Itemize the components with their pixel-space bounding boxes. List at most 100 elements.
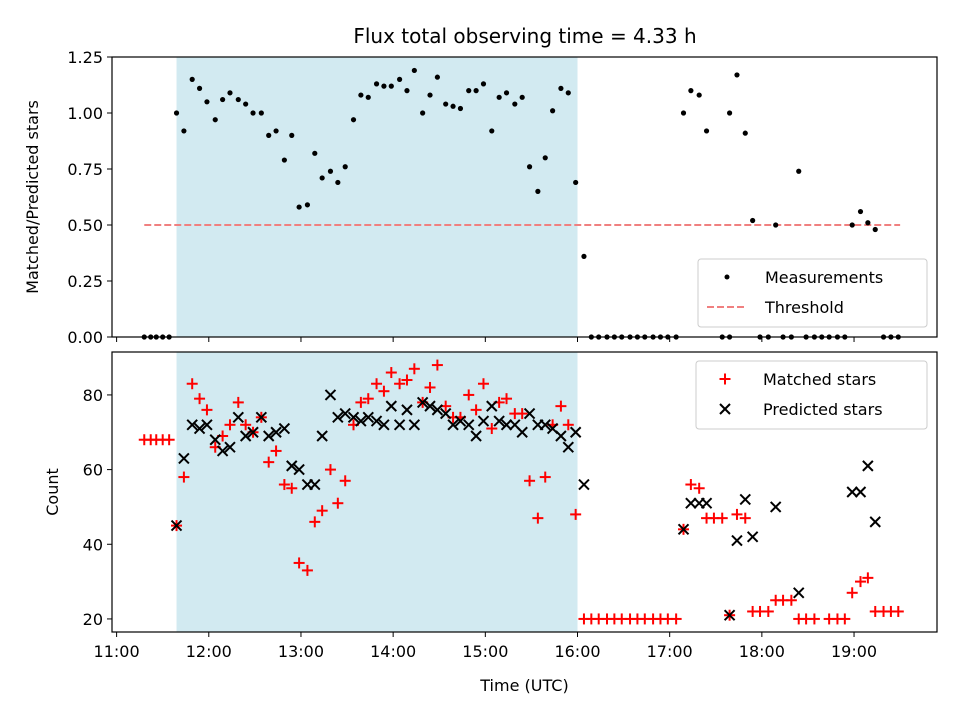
measurement-point: [243, 101, 249, 107]
matched-star-point: [163, 434, 175, 446]
x-tick-label: 18:00: [739, 642, 785, 661]
marker-stroke: [216, 445, 229, 457]
bottom-y-axis-label: Count: [43, 468, 62, 516]
predicted-star-point: [201, 419, 213, 431]
marker-stroke: [719, 403, 731, 415]
marker-stroke: [239, 430, 252, 442]
top-y-axis-label: Matched/Predicted stars: [23, 100, 42, 294]
legend-predicted-label: Predicted stars: [763, 400, 883, 419]
predicted-star-point: [869, 516, 881, 528]
predicted-star-point: [347, 411, 360, 424]
matched-star-point: [731, 508, 743, 520]
measurement-point: [250, 110, 256, 116]
measurement-point: [173, 110, 180, 116]
marker-stroke: [523, 407, 536, 420]
marker-stroke: [486, 400, 498, 412]
matched-star-point: [516, 408, 528, 420]
marker-stroke: [677, 523, 690, 536]
marker-stroke: [270, 426, 282, 438]
matched-star-point: [463, 389, 475, 401]
measurement-point: [296, 204, 302, 210]
y-tick-label: 0.25: [67, 272, 103, 291]
predicted-star-point: [170, 519, 183, 532]
predicted-star-point: [569, 426, 582, 438]
measurement-point: [327, 168, 334, 174]
matched-star-point: [839, 613, 851, 625]
marker-stroke: [723, 609, 736, 621]
matched-star-point: [378, 385, 390, 397]
predicted-star-point: [793, 587, 805, 599]
predicted-star-point: [385, 400, 398, 412]
top-legend-box: [697, 258, 928, 328]
predicted-star-point: [362, 411, 374, 424]
measurement-point: [558, 85, 564, 91]
predicted-star-point: [746, 531, 759, 543]
x-tick-label: 14:00: [370, 642, 416, 661]
predicted-star-point: [731, 534, 743, 547]
marker-stroke: [516, 426, 528, 438]
predicted-star-point: [486, 400, 498, 412]
marker-stroke: [862, 460, 874, 472]
predicted-star-point: [209, 434, 221, 446]
predicted-star-point: [370, 415, 383, 427]
predicted-star-point: [846, 486, 858, 498]
measurement-point: [273, 128, 279, 134]
predicted-star-point: [355, 415, 367, 427]
measurement-point: [489, 128, 495, 134]
x-tick-label: 17:00: [647, 642, 693, 661]
matched-star-point: [501, 393, 513, 405]
matched-star-point: [293, 557, 305, 569]
marker-stroke: [700, 497, 713, 509]
predicted-star-point: [309, 478, 321, 491]
measurement-point: [304, 202, 311, 208]
predicted-star-point: [216, 445, 229, 457]
x-tick-label: 15:00: [462, 642, 508, 661]
y-tick-label: 1.25: [67, 48, 103, 67]
matched-star-point: [408, 363, 420, 375]
marker-stroke: [746, 531, 759, 543]
matched-star-point: [316, 505, 328, 517]
matched-star-point: [555, 400, 567, 412]
marker-stroke: [385, 400, 398, 412]
matched-star-point: [693, 482, 705, 494]
marker-stroke: [477, 415, 490, 427]
y-tick-label: 20: [83, 610, 103, 629]
shaded-region: [176, 352, 578, 632]
marker-stroke: [431, 404, 444, 416]
predicted-star-point: [539, 419, 551, 431]
top-y-axis-ticks: 0.00 0.25 0.50 0.75 1.00 1.25: [67, 48, 112, 347]
predicted-star-point: [262, 430, 275, 442]
matched-star-point: [716, 512, 728, 524]
measurement-point: [342, 164, 348, 170]
matched-star-point: [524, 475, 536, 487]
top-axes-frame: [111, 56, 938, 338]
marker-stroke: [463, 419, 475, 431]
measurement-point: [573, 179, 579, 186]
predicted-star-point: [416, 396, 429, 409]
marker-stroke: [186, 419, 198, 431]
predicted-star-point: [578, 478, 590, 491]
matched-star-point: [301, 564, 313, 576]
matched-star-point: [362, 393, 374, 405]
marker-stroke: [339, 407, 351, 420]
measurement-point: [535, 188, 541, 194]
marker-stroke: [424, 400, 436, 412]
matched-star-point: [532, 512, 544, 524]
matched-star-point: [401, 374, 413, 386]
measurement-point: [220, 96, 226, 103]
bottom-axes-frame: [111, 351, 938, 633]
predicted-stars-points: [170, 389, 881, 621]
top-x-axis-ticks: [116, 337, 855, 342]
y-tick-label: 0.50: [67, 216, 103, 235]
predicted-star-point: [424, 400, 436, 412]
measurement-point: [420, 110, 426, 116]
measurement-point: [857, 208, 864, 215]
matched-star-point: [270, 445, 282, 457]
predicted-star-point: [862, 460, 874, 472]
measurement-point: [350, 117, 357, 123]
marker-stroke: [447, 419, 459, 431]
marker-stroke: [555, 430, 567, 442]
marker-stroke: [539, 419, 551, 431]
predicted-star-point: [685, 497, 697, 509]
measurement-point: [865, 220, 871, 226]
